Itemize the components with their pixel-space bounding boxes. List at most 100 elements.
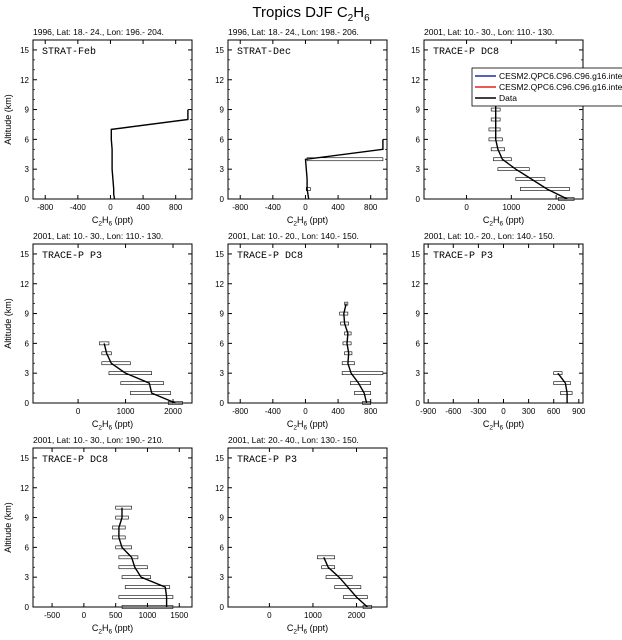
- x-tick-label: -300: [470, 407, 487, 416]
- x-label-sub: 2: [293, 629, 297, 636]
- error-bar: [118, 565, 148, 570]
- panel-header: 1996, Lat: 18.- 24., Lon: 196.- 204.: [33, 27, 164, 37]
- x-tick-label: 800: [169, 203, 183, 212]
- x-tick-label: 0: [108, 203, 113, 212]
- panel-header: 2001, Lat: 10.- 30., Lon: 110.- 130.: [33, 231, 163, 241]
- x-tick-label: 0: [501, 407, 506, 416]
- x-label-unit: (ppt): [503, 419, 524, 429]
- x-label-c: C: [92, 215, 99, 225]
- campaign-label: TRACE-P DC8: [433, 47, 499, 58]
- x-tick-label: -800: [37, 203, 54, 212]
- x-tick-label: -400: [70, 203, 87, 212]
- x-axis-label: C2H6 (ppt): [92, 419, 133, 432]
- x-tick-label: 2000: [348, 611, 366, 620]
- x-tick-label: 0: [303, 203, 308, 212]
- legend: CESM2.QPC6.C96.C96.g16.intel.38CESM2.QPC…: [471, 67, 622, 107]
- error-bar: [362, 605, 373, 609]
- panel-grid: 1996, Lat: 18.- 24., Lon: 196.- 204. STRA…: [3, 27, 622, 636]
- y-tick-label: 15: [411, 250, 420, 259]
- x-tick-label: -600: [445, 407, 462, 416]
- legend-label: Data: [499, 93, 517, 103]
- x-label-h: H: [297, 419, 304, 429]
- x-tick-label: 0: [464, 203, 469, 212]
- y-tick-label: 15: [20, 454, 29, 463]
- panel-6: 2001, Lat: 10.- 20., Lon: 140.- 150. TRAC…: [411, 231, 586, 432]
- campaign-label: STRAT-Feb: [42, 46, 96, 58]
- x-tick-label: -900: [420, 407, 437, 416]
- campaign-label: TRACE-P P3: [433, 251, 493, 262]
- x-label-unit: (ppt): [112, 623, 133, 633]
- x-tick-label: -500: [44, 611, 61, 620]
- campaign-label: TRACE-P DC8: [42, 455, 108, 466]
- x-label-sub: 2: [293, 425, 297, 432]
- error-bar: [115, 505, 132, 510]
- y-tick-label: 6: [25, 543, 30, 552]
- x-label-sub: 2: [293, 221, 297, 228]
- error-bar: [108, 371, 152, 375]
- plot-frame: [227, 447, 388, 608]
- panel-2: 1996, Lat: 18.- 24., Lon: 198.- 206. STRA…: [215, 27, 388, 228]
- x-tick-label: 0: [303, 407, 308, 416]
- y-tick-label: 0: [25, 399, 30, 408]
- x-label-unit: (ppt): [307, 215, 328, 225]
- data-profile-line: [118, 507, 168, 607]
- x-tick-label: -400: [265, 203, 282, 212]
- y-tick-label: 3: [25, 573, 30, 582]
- panel-header: 2001, Lat: 10.- 20., Lon: 140.- 150.: [424, 231, 555, 241]
- y-tick-label: 0: [220, 195, 225, 204]
- x-label-sub: 6: [108, 221, 112, 228]
- x-tick-label: 300: [522, 407, 536, 416]
- error-bar: [325, 575, 353, 579]
- y-tick-label: 12: [411, 280, 420, 289]
- error-bar: [129, 391, 171, 395]
- y-tick-label: 6: [416, 339, 421, 348]
- y-tick-label: 15: [215, 250, 224, 259]
- y-tick-label: 6: [220, 135, 225, 144]
- error-bar: [167, 401, 183, 405]
- y-tick-label: 6: [25, 135, 30, 144]
- x-label-sub: 6: [303, 221, 307, 228]
- y-axis-label: Altitude (km): [3, 502, 13, 553]
- error-bar: [124, 585, 171, 589]
- x-label-h: H: [297, 215, 304, 225]
- x-label-sub: 2: [98, 221, 102, 228]
- x-axis-label: C2H6 (ppt): [287, 623, 328, 636]
- x-tick-label: 400: [331, 407, 345, 416]
- x-tick-label: -800: [232, 203, 249, 212]
- campaign-label: TRACE-P P3: [237, 455, 297, 466]
- error-bar: [317, 555, 336, 560]
- panel-header: 2001, Lat: 10.- 20., Lon: 140.- 150.: [228, 231, 359, 241]
- x-label-unit: (ppt): [112, 215, 133, 225]
- x-tick-label: 400: [136, 203, 150, 212]
- data-profile-line: [110, 109, 189, 200]
- x-tick-label: 2000: [547, 203, 565, 212]
- legend-label: CESM2.QPC6.C96.C96.g16.intel.38: [499, 82, 622, 92]
- x-tick-label: 2000: [164, 407, 182, 416]
- x-tick-label: 800: [364, 203, 378, 212]
- x-label-unit: (ppt): [112, 419, 133, 429]
- x-label-h: H: [493, 215, 500, 225]
- x-tick-label: 400: [331, 203, 345, 212]
- data-profile-line: [323, 557, 368, 608]
- error-bar: [120, 381, 164, 385]
- figure-title: Tropics DJF C2H6: [252, 4, 370, 24]
- x-label-h: H: [102, 419, 109, 429]
- x-axis-label: C2H6 (ppt): [483, 215, 524, 228]
- y-tick-label: 12: [20, 280, 29, 289]
- x-label-sub: 6: [499, 221, 503, 228]
- y-tick-label: 12: [411, 76, 420, 85]
- y-tick-label: 9: [25, 106, 30, 115]
- x-tick-label: 1500: [170, 611, 188, 620]
- error-bar: [488, 127, 501, 132]
- error-bar: [118, 595, 174, 599]
- x-label-h: H: [297, 623, 304, 633]
- data-profile-line: [495, 99, 568, 200]
- error-bar: [553, 371, 563, 375]
- error-bar: [334, 585, 362, 589]
- panel-1: 1996, Lat: 18.- 24., Lon: 196.- 204. STRA…: [3, 27, 193, 228]
- x-tick-label: 1000: [117, 407, 135, 416]
- x-label-c: C: [92, 623, 99, 633]
- x-label-sub: 2: [489, 425, 493, 432]
- y-tick-label: 15: [215, 454, 224, 463]
- plot-frame: [32, 243, 193, 404]
